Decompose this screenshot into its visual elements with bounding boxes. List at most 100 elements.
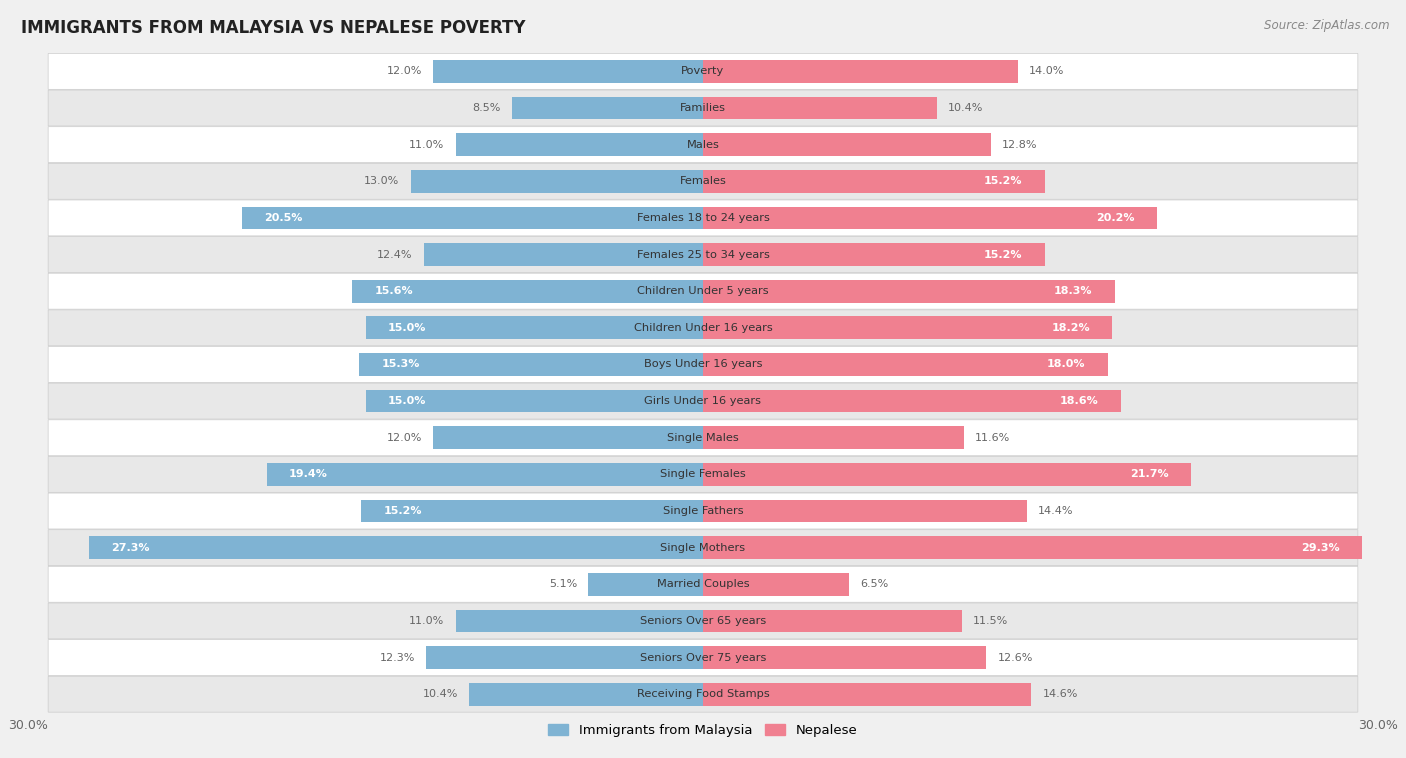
Text: Single Males: Single Males xyxy=(666,433,740,443)
Bar xyxy=(359,353,703,376)
Text: Poverty: Poverty xyxy=(682,67,724,77)
Text: 10.4%: 10.4% xyxy=(948,103,984,113)
Text: 15.2%: 15.2% xyxy=(984,177,1022,186)
Text: Receiving Food Stamps: Receiving Food Stamps xyxy=(637,689,769,699)
Text: 15.3%: 15.3% xyxy=(381,359,419,369)
Bar xyxy=(433,60,703,83)
Text: 14.4%: 14.4% xyxy=(1038,506,1074,516)
Bar xyxy=(703,280,1115,302)
Bar xyxy=(703,573,849,596)
Text: 18.2%: 18.2% xyxy=(1052,323,1090,333)
Text: Boys Under 16 years: Boys Under 16 years xyxy=(644,359,762,369)
FancyBboxPatch shape xyxy=(48,346,1358,383)
FancyBboxPatch shape xyxy=(48,53,1358,89)
FancyBboxPatch shape xyxy=(48,530,1358,565)
Text: 19.4%: 19.4% xyxy=(290,469,328,479)
Text: 11.0%: 11.0% xyxy=(409,139,444,149)
Legend: Immigrants from Malaysia, Nepalese: Immigrants from Malaysia, Nepalese xyxy=(543,719,863,742)
Text: 14.6%: 14.6% xyxy=(1043,689,1078,699)
Text: Children Under 16 years: Children Under 16 years xyxy=(634,323,772,333)
FancyBboxPatch shape xyxy=(48,456,1358,493)
Bar xyxy=(703,500,1026,522)
Bar xyxy=(267,463,703,486)
FancyBboxPatch shape xyxy=(48,676,1358,713)
Bar xyxy=(703,609,962,632)
Text: 15.0%: 15.0% xyxy=(388,323,426,333)
Text: 29.3%: 29.3% xyxy=(1301,543,1340,553)
Bar xyxy=(433,427,703,449)
Bar xyxy=(366,390,703,412)
Text: 12.3%: 12.3% xyxy=(380,653,415,662)
FancyBboxPatch shape xyxy=(48,566,1358,603)
FancyBboxPatch shape xyxy=(48,236,1358,273)
Text: Seniors Over 65 years: Seniors Over 65 years xyxy=(640,616,766,626)
Text: 20.5%: 20.5% xyxy=(264,213,302,223)
Text: Single Females: Single Females xyxy=(661,469,745,479)
Text: 15.2%: 15.2% xyxy=(984,249,1022,259)
Text: 15.6%: 15.6% xyxy=(374,287,413,296)
Text: 8.5%: 8.5% xyxy=(472,103,501,113)
FancyBboxPatch shape xyxy=(48,420,1358,456)
Text: 15.2%: 15.2% xyxy=(384,506,422,516)
Bar xyxy=(512,97,703,119)
Text: Seniors Over 75 years: Seniors Over 75 years xyxy=(640,653,766,662)
Text: Females 25 to 34 years: Females 25 to 34 years xyxy=(637,249,769,259)
Text: Females: Females xyxy=(679,177,727,186)
Bar xyxy=(411,170,703,193)
Bar xyxy=(703,133,991,156)
Text: Children Under 5 years: Children Under 5 years xyxy=(637,287,769,296)
Bar xyxy=(703,647,987,669)
Text: 15.0%: 15.0% xyxy=(388,396,426,406)
Text: 27.3%: 27.3% xyxy=(111,543,150,553)
Bar xyxy=(89,537,703,559)
Bar xyxy=(703,207,1157,229)
Text: Single Fathers: Single Fathers xyxy=(662,506,744,516)
Text: 11.6%: 11.6% xyxy=(976,433,1011,443)
Bar xyxy=(425,243,703,266)
Bar xyxy=(703,683,1032,706)
Text: 6.5%: 6.5% xyxy=(860,579,889,589)
Text: Girls Under 16 years: Girls Under 16 years xyxy=(644,396,762,406)
Bar xyxy=(703,97,936,119)
Text: 21.7%: 21.7% xyxy=(1130,469,1168,479)
Text: 10.4%: 10.4% xyxy=(422,689,458,699)
FancyBboxPatch shape xyxy=(48,383,1358,419)
Text: Married Couples: Married Couples xyxy=(657,579,749,589)
Text: 13.0%: 13.0% xyxy=(364,177,399,186)
Text: 12.0%: 12.0% xyxy=(387,433,422,443)
Bar xyxy=(703,317,1112,339)
Text: Females 18 to 24 years: Females 18 to 24 years xyxy=(637,213,769,223)
Text: 18.3%: 18.3% xyxy=(1053,287,1092,296)
FancyBboxPatch shape xyxy=(48,603,1358,639)
Bar xyxy=(588,573,703,596)
Text: 18.0%: 18.0% xyxy=(1047,359,1085,369)
Text: Source: ZipAtlas.com: Source: ZipAtlas.com xyxy=(1264,19,1389,32)
Text: 20.2%: 20.2% xyxy=(1097,213,1135,223)
Bar xyxy=(456,133,703,156)
Bar xyxy=(703,427,965,449)
FancyBboxPatch shape xyxy=(48,493,1358,529)
Text: 11.0%: 11.0% xyxy=(409,616,444,626)
Bar xyxy=(703,243,1045,266)
FancyBboxPatch shape xyxy=(48,200,1358,236)
Text: IMMIGRANTS FROM MALAYSIA VS NEPALESE POVERTY: IMMIGRANTS FROM MALAYSIA VS NEPALESE POV… xyxy=(21,19,526,37)
Bar xyxy=(703,537,1362,559)
Bar xyxy=(242,207,703,229)
FancyBboxPatch shape xyxy=(48,310,1358,346)
Bar xyxy=(352,280,703,302)
Text: 12.6%: 12.6% xyxy=(998,653,1033,662)
FancyBboxPatch shape xyxy=(48,640,1358,675)
Text: 12.8%: 12.8% xyxy=(1002,139,1038,149)
FancyBboxPatch shape xyxy=(48,273,1358,309)
Text: 14.0%: 14.0% xyxy=(1029,67,1064,77)
Bar xyxy=(361,500,703,522)
Text: 18.6%: 18.6% xyxy=(1060,396,1099,406)
FancyBboxPatch shape xyxy=(48,127,1358,163)
Bar xyxy=(703,170,1045,193)
Text: 12.4%: 12.4% xyxy=(377,249,413,259)
Text: Families: Families xyxy=(681,103,725,113)
Bar xyxy=(470,683,703,706)
Bar xyxy=(456,609,703,632)
FancyBboxPatch shape xyxy=(48,90,1358,126)
Bar xyxy=(703,463,1191,486)
